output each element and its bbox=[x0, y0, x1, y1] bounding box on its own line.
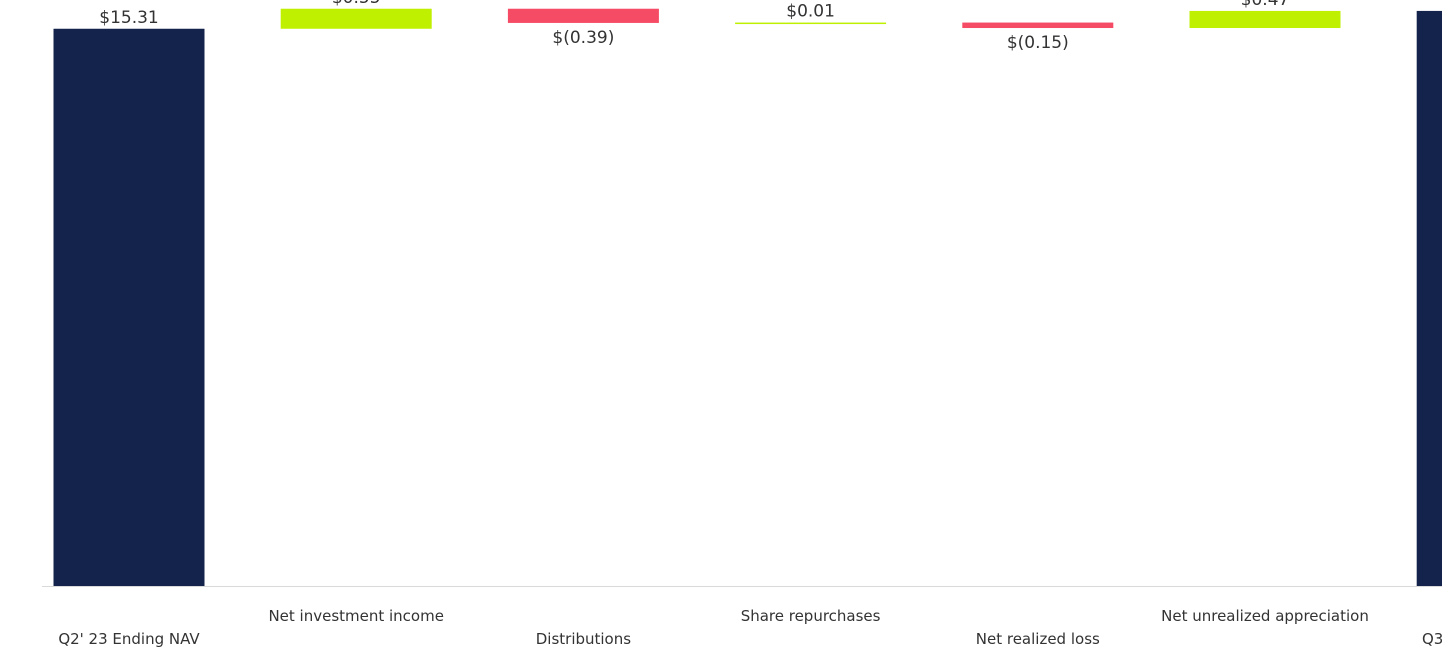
bar-net-realized-loss bbox=[962, 22, 1114, 29]
category-labels-group: Q2' 23 Ending NAV Net investment income Di… bbox=[58, 607, 1442, 648]
category-label-q3-23-ending-nav: Q3 bbox=[1422, 630, 1442, 648]
data-label-net-realized-loss: $(0.15) bbox=[1007, 33, 1069, 53]
bar-net-unrealized-appreciation bbox=[1189, 10, 1341, 29]
category-label-share-repurchases: Share repurchases bbox=[741, 607, 881, 625]
category-label-q2-23-ending-nav: Q2' 23 Ending NAV bbox=[58, 630, 200, 648]
bar-q2-23-ending-nav bbox=[53, 28, 205, 587]
category-label-net-unrealized-appreciation: Net unrealized appreciation bbox=[1161, 607, 1369, 625]
bar-distributions bbox=[507, 8, 659, 23]
bar-net-investment-income bbox=[280, 8, 432, 29]
data-label-q2-23-ending-nav: $15.31 bbox=[99, 8, 158, 28]
bar-q3-23-ending-nav bbox=[1416, 10, 1442, 587]
data-label-net-investment-income: $0.55 bbox=[332, 0, 381, 8]
category-label-distributions: Distributions bbox=[536, 630, 632, 648]
bar-share-repurchases bbox=[735, 22, 887, 25]
bars-group bbox=[53, 8, 1442, 587]
category-label-net-realized-loss: Net realized loss bbox=[976, 630, 1100, 648]
data-label-share-repurchases: $0.01 bbox=[786, 2, 835, 22]
category-label-net-investment-income: Net investment income bbox=[268, 607, 444, 625]
data-label-distributions: $(0.39) bbox=[552, 28, 614, 48]
data-label-net-unrealized-appreciation: $0.47 bbox=[1241, 0, 1290, 10]
value-labels-group: $15.31 $0.55 $(0.39) $0.01 $(0.15) $0.47 bbox=[99, 0, 1289, 53]
